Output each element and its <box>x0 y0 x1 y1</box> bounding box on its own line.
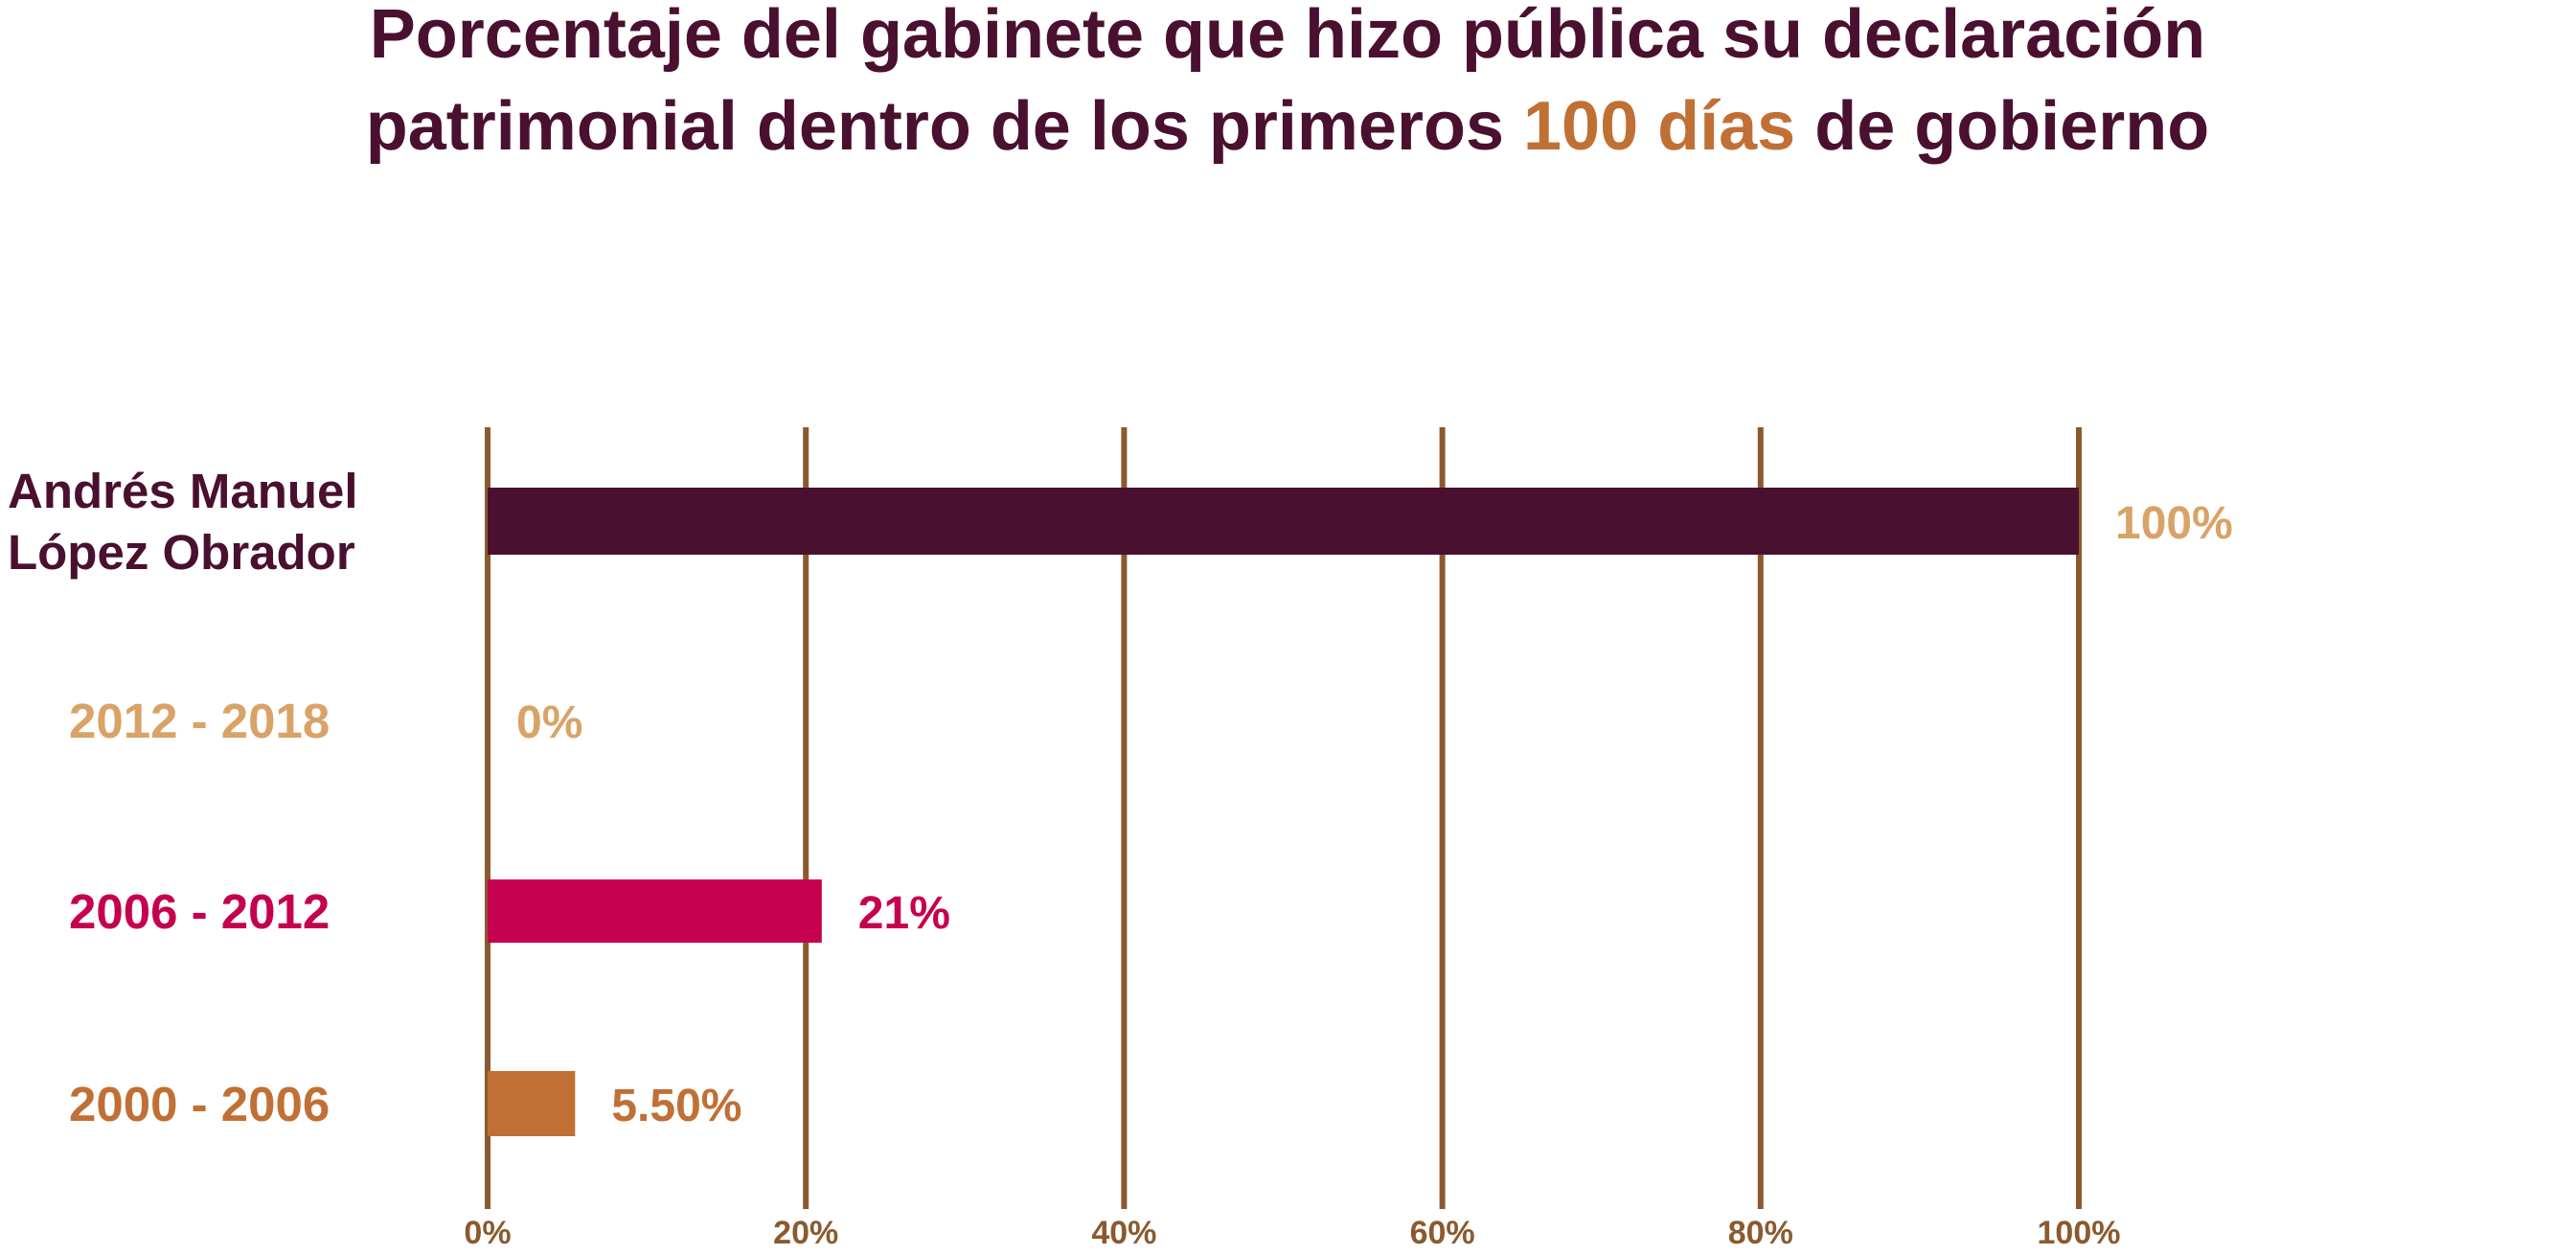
value-label-0: 100% <box>2115 498 2233 549</box>
category-label-2-0: 2006 - 2012 <box>69 884 330 939</box>
title-line-2-end: de gobierno <box>1795 88 2209 165</box>
value-labels: 100% 0% 21% 5.50% <box>516 498 2233 1131</box>
bars <box>488 488 2079 1136</box>
x-axis-ticks: 0% 20% 40% 60% 80% 100% <box>464 1215 2120 1251</box>
category-label-3-0: 2000 - 2006 <box>69 1077 330 1131</box>
chart-title: Porcentaje del gabinete que hizo pública… <box>366 0 2209 165</box>
title-highlight: 100 días <box>1523 88 1795 165</box>
x-tick-label-0: 0% <box>464 1215 511 1251</box>
x-tick-label-5: 100% <box>2038 1215 2121 1251</box>
title-line-2: patrimonial dentro de los primeros 100 d… <box>366 88 2209 165</box>
category-label-0-1: López Obrador <box>8 525 355 580</box>
category-label-0-0: Andrés Manuel <box>8 464 358 518</box>
title-line-1: Porcentaje del gabinete que hizo pública… <box>370 0 2205 73</box>
category-labels: Andrés Manuel López Obrador 2012 - 2018 200… <box>8 464 358 1131</box>
x-tick-label-3: 60% <box>1410 1215 1475 1251</box>
bar-3 <box>488 1071 576 1136</box>
category-label-1-0: 2012 - 2018 <box>69 694 330 748</box>
title-line-2-start: patrimonial dentro de los primeros <box>366 88 1523 165</box>
value-label-1: 0% <box>516 697 582 748</box>
x-tick-label-1: 20% <box>773 1215 838 1251</box>
bar-0 <box>488 488 2079 555</box>
bar-2 <box>488 879 822 943</box>
x-tick-label-4: 80% <box>1728 1215 1793 1251</box>
x-tick-label-2: 40% <box>1091 1215 1156 1251</box>
value-label-3: 5.50% <box>611 1081 741 1131</box>
value-label-2: 21% <box>858 888 950 939</box>
